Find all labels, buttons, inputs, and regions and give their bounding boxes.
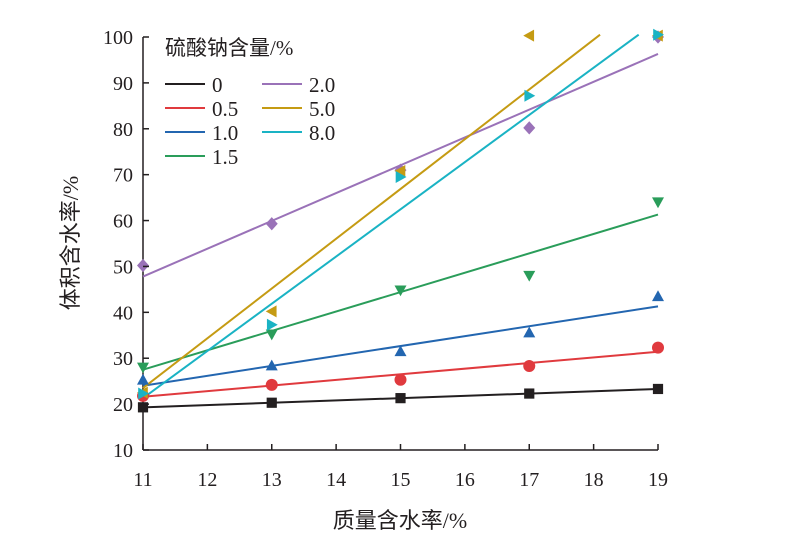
data-point-0	[652, 383, 664, 395]
y-tick-label: 90	[113, 73, 133, 95]
data-point-0.5	[265, 378, 278, 391]
data-point-2.0	[137, 258, 149, 273]
data-point-0	[524, 388, 535, 399]
data-point-0.5	[523, 360, 536, 373]
y-tick-label: 40	[113, 302, 133, 324]
x-axis-ticks: 11 12 13 14 15 16 17 18 19	[133, 444, 668, 491]
data-point-1.0	[265, 359, 278, 371]
data-point-0	[137, 402, 149, 413]
data-point-8.0	[653, 28, 664, 41]
y-axis-ticks: 10 20 30 40 50 60 70 80 90 100	[103, 27, 149, 462]
data-point-8.0	[138, 387, 149, 400]
legend-label-0.5: 0.5	[212, 97, 238, 121]
x-tick-label: 14	[326, 469, 346, 491]
data-point-1.5	[265, 329, 278, 341]
data-point-2.0	[265, 217, 278, 231]
data-point-5.0	[394, 164, 406, 177]
y-tick-label: 10	[113, 440, 133, 462]
data-point-0	[395, 393, 406, 404]
data-point-1.0	[652, 290, 664, 302]
data-point-1.5	[652, 197, 664, 209]
data-point-0.5	[394, 373, 407, 386]
data-point-5.0	[265, 305, 277, 318]
data-point-8.0	[266, 318, 278, 331]
x-tick-label: 16	[455, 469, 475, 491]
data-point-1.0	[523, 326, 536, 338]
data-point-8.0	[395, 170, 407, 183]
data-point-8.0	[524, 89, 536, 102]
data-point-1.5	[137, 362, 149, 374]
legend: 硫酸钠含量/% 00.51.01.5 2.05.08.0	[165, 36, 335, 169]
x-tick-label: 11	[133, 469, 152, 491]
legend-label-0: 0	[212, 73, 223, 97]
x-tick-label: 12	[197, 469, 217, 491]
legend-label-5.0: 5.0	[309, 97, 335, 121]
data-point-0.5	[652, 341, 664, 354]
legend-title: 硫酸钠含量/%	[165, 36, 293, 60]
x-axis-title: 质量含水率/%	[333, 508, 467, 533]
y-tick-label: 60	[113, 211, 133, 233]
data-point-1.0	[137, 373, 149, 385]
y-tick-label: 50	[113, 256, 133, 278]
data-point-1.5	[394, 285, 407, 297]
y-tick-label: 70	[113, 165, 133, 187]
y-tick-label: 30	[113, 348, 133, 370]
data-point-5.0	[523, 29, 535, 42]
x-tick-label: 13	[262, 469, 282, 491]
x-tick-label: 19	[648, 469, 668, 491]
y-tick-label: 80	[113, 119, 133, 141]
fit-line-8.0	[142, 33, 640, 399]
x-tick-label: 15	[391, 469, 411, 491]
fit-line-5.0	[142, 33, 601, 389]
x-tick-label: 17	[519, 469, 539, 491]
y-tick-label: 100	[103, 27, 133, 49]
data-point-1.0	[394, 345, 407, 357]
x-tick-label: 18	[584, 469, 604, 491]
y-tick-label: 20	[113, 394, 133, 416]
data-point-0	[266, 397, 277, 408]
y-axis-title: 体积含水率/%	[58, 176, 83, 310]
legend-label-8.0: 8.0	[309, 121, 335, 145]
data-markers	[137, 28, 664, 413]
data-point-1.5	[523, 270, 536, 282]
legend-label-1.5: 1.5	[212, 145, 238, 169]
legend-label-2.0: 2.0	[309, 73, 335, 97]
legend-label-1.0: 1.0	[212, 121, 238, 145]
data-point-2.0	[523, 121, 536, 135]
